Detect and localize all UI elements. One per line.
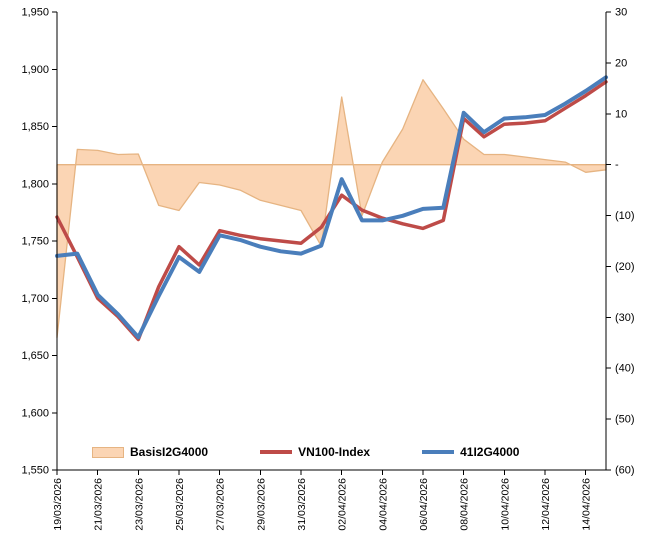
- legend-item-vn100: VN100-Index: [260, 445, 370, 459]
- line-swatch-icon: [260, 450, 293, 454]
- left-tick-label: 1,650: [21, 350, 49, 362]
- area-swatch-icon: [92, 446, 124, 458]
- date-tick-label: 27/03/2026: [215, 478, 227, 531]
- right-tick-label: (60): [615, 465, 635, 477]
- date-tick-label: 06/04/2026: [418, 478, 430, 531]
- legend-label-futures: 41I2G4000: [460, 445, 520, 459]
- left-axis: 1,950 1,900 1,850 1,800 1,750 1,700 1,650 1,600…: [21, 7, 57, 477]
- left-tick-label: 1,850: [21, 121, 49, 133]
- left-tick-label: 1,800: [21, 178, 49, 190]
- area-series-basis: [56, 79, 607, 339]
- date-tick-label: 08/04/2026: [459, 478, 471, 531]
- date-tick-label: 04/04/2026: [377, 478, 389, 531]
- right-tick-label: (20): [615, 261, 635, 273]
- legend: BasisI2G4000 VN100-Index 41I2G4000: [92, 445, 519, 459]
- right-tick-label: 20: [615, 57, 627, 69]
- left-tick-label: 1,600: [21, 407, 49, 419]
- left-tick-label: 1,900: [21, 64, 49, 76]
- right-tick-label: (40): [615, 363, 635, 375]
- right-axis: 30 20 10 - (10) (20) (30) (40) (50) (60): [606, 7, 635, 477]
- legend-label-vn100: VN100-Index: [298, 445, 371, 459]
- date-tick-label: 19/03/2026: [52, 478, 64, 531]
- right-tick-label: (10): [615, 210, 635, 222]
- legend-label-basis: BasisI2G4000: [130, 445, 209, 459]
- left-tick-label: 1,550: [21, 465, 49, 477]
- left-tick-label: 1,700: [21, 293, 49, 305]
- left-tick-label: 1,750: [21, 236, 49, 248]
- date-tick-label: 25/03/2026: [174, 478, 186, 531]
- date-tick-label: 21/03/2026: [93, 478, 105, 531]
- date-tick-label: 14/04/2026: [581, 478, 593, 531]
- right-tick-label: 30: [615, 7, 627, 19]
- right-tick-label: -: [615, 159, 619, 171]
- line-series-futures: [55, 75, 608, 340]
- date-tick-label: 02/04/2026: [337, 478, 349, 531]
- right-tick-label: 10: [615, 108, 627, 120]
- date-tick-label: 29/03/2026: [255, 478, 267, 531]
- right-tick-label: (50): [615, 414, 635, 426]
- left-tick-label: 1,950: [21, 7, 49, 19]
- x-axis: 19/03/2026 21/03/2026 23/03/2026 25/03/2026…: [52, 470, 593, 531]
- legend-item-basis: BasisI2G4000: [92, 445, 208, 459]
- axes: [56, 12, 607, 471]
- date-tick-label: 23/03/2026: [133, 478, 145, 531]
- date-tick-label: 31/03/2026: [296, 478, 308, 531]
- date-tick-label: 10/04/2026: [499, 478, 511, 531]
- legend-item-futures: 41I2G4000: [422, 445, 519, 459]
- date-tick-label: 12/04/2026: [540, 478, 552, 531]
- right-tick-label: (30): [615, 312, 635, 324]
- line-swatch-icon: [422, 450, 455, 454]
